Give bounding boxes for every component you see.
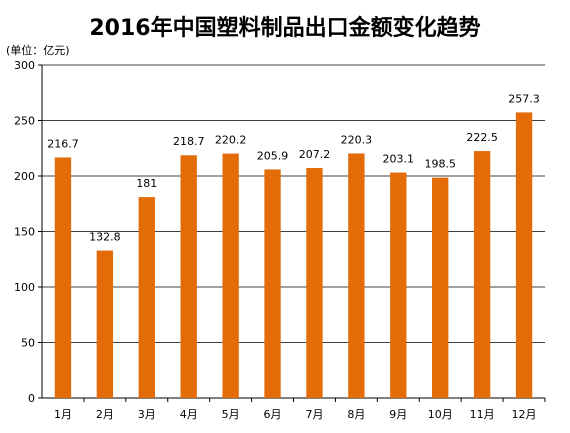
y-tick-label: 150: [14, 226, 35, 239]
bar: [180, 155, 197, 398]
bar: [348, 153, 365, 398]
x-tick-label: 10月: [428, 408, 453, 421]
y-tick-label: 100: [14, 281, 35, 294]
x-tick-label: 8月: [347, 408, 365, 421]
y-tick-label: 200: [14, 170, 35, 183]
y-tick-label: 300: [14, 59, 35, 72]
bar: [54, 157, 72, 398]
x-tick-label: 6月: [264, 408, 282, 421]
data-label: 220.2: [215, 134, 247, 147]
x-tick-label: 7月: [305, 408, 323, 421]
y-tick-label: 250: [14, 115, 35, 128]
x-tick-label: 3月: [138, 408, 156, 421]
x-tick-label: 11月: [470, 408, 495, 421]
x-tick-label: 9月: [389, 408, 407, 421]
bar: [473, 151, 491, 398]
x-tick-label: 2月: [96, 408, 114, 421]
y-tick-label: 50: [21, 337, 35, 350]
bar: [138, 197, 155, 398]
x-tick-label: 12月: [512, 408, 537, 421]
x-tick-label: 1月: [54, 408, 72, 421]
x-tick-label: 4月: [180, 408, 198, 421]
y-tick-label: 0: [28, 392, 35, 405]
data-label: 207.2: [299, 148, 331, 161]
bar: [306, 168, 323, 398]
data-label: 198.5: [424, 158, 456, 171]
data-label: 222.5: [466, 131, 498, 144]
data-label: 203.1: [383, 153, 415, 166]
bar: [432, 177, 449, 398]
data-label: 218.7: [173, 135, 205, 148]
unit-label: (单位：亿元): [6, 44, 70, 57]
bar: [264, 169, 281, 398]
data-label: 257.3: [508, 92, 540, 105]
bar: [515, 112, 533, 398]
bar: [96, 250, 114, 398]
data-label: 220.3: [341, 133, 373, 146]
bar: [222, 153, 239, 398]
x-tick-label: 5月: [222, 408, 240, 421]
data-label: 181: [136, 177, 157, 190]
data-label: 216.7: [47, 137, 79, 150]
chart-title: 2016年中国塑料制品出口金额变化趋势: [89, 16, 481, 41]
data-label: 132.8: [89, 231, 121, 244]
bar: [390, 172, 407, 398]
data-label: 205.9: [257, 149, 289, 162]
